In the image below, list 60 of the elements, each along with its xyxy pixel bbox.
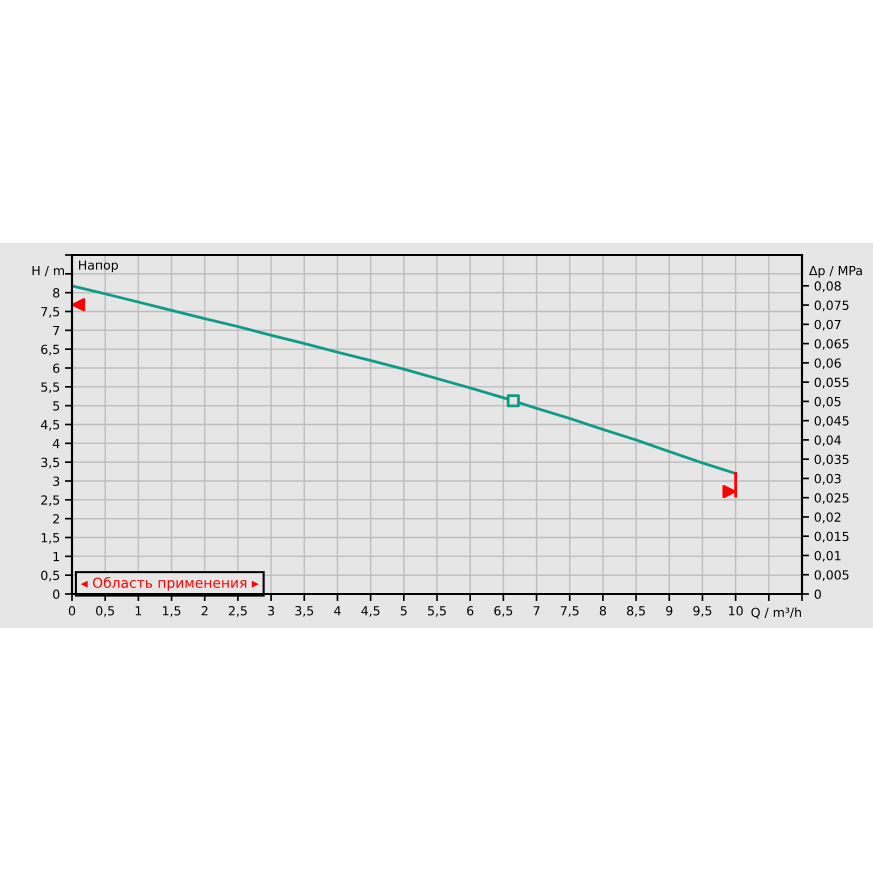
y-tick-label: 2,5: [41, 495, 60, 506]
y2-tick-label: 0: [814, 589, 821, 599]
y-tick-label: 2: [53, 514, 59, 524]
y2-tick-label: 0,01: [814, 550, 840, 562]
y-tick-label: 7,5: [41, 307, 60, 318]
y-tick-label: 6,5: [41, 344, 60, 356]
y-tick-label: 6: [53, 363, 60, 373]
y2-tick-label: 0,06: [814, 358, 841, 370]
x-tick-label: 0,5: [96, 606, 114, 617]
x-tick-label: 4,5: [361, 606, 380, 617]
y2-tick-label: 0,04: [814, 435, 841, 446]
x-axis-title: Q / m³/h: [751, 607, 801, 619]
y-tick-label: 8: [53, 288, 60, 298]
x-tick-label: 1,5: [162, 606, 180, 617]
y-axis-title: H / m: [32, 266, 64, 276]
y-tick-label: 4: [52, 438, 60, 448]
x-tick-label: 9,5: [693, 606, 712, 617]
x-tick-label: 8: [600, 606, 606, 616]
x-tick-label: 8,5: [627, 606, 645, 617]
x-tick-label: 3: [268, 606, 274, 616]
y-tick-label: 1: [54, 552, 60, 562]
annotation: Напор: [79, 260, 118, 272]
y2-tick-label: 0,045: [814, 416, 848, 427]
x-tick-label: 4: [334, 606, 341, 616]
x-tick-label: 5: [400, 606, 407, 616]
x-tick-label: 0: [68, 606, 76, 616]
y2-tick-label: 0,035: [814, 454, 848, 466]
y-tick-label: 5: [53, 401, 60, 411]
y2-tick-label: 0,055: [814, 378, 848, 388]
y2-tick-label: 0,02: [814, 512, 840, 524]
x-tick-label: 3,5: [295, 606, 314, 617]
x-tick-label: 7: [534, 606, 540, 616]
y2-tick-label: 0,015: [814, 532, 848, 542]
annotation: ◂ Область применения ▸: [80, 576, 259, 591]
y2-tick-label: 0,07: [814, 320, 841, 331]
y-tick-label: 4,5: [40, 420, 60, 431]
y-tick-label: 0,5: [41, 570, 60, 582]
y2-tick-label: 0,05: [814, 396, 841, 408]
x-tick-label: 9: [666, 606, 672, 616]
y2-axis-title: Δp / MPa: [809, 266, 862, 278]
y2-tick-label: 0,075: [814, 300, 848, 312]
y2-tick-label: 0,065: [814, 339, 848, 350]
x-tick-label: 1: [136, 606, 142, 616]
x-tick-label: 7,5: [560, 606, 579, 617]
y-tick-label: 3,5: [41, 458, 60, 468]
y-tick-label: 1,5: [42, 533, 60, 544]
y2-tick-label: 0,005: [814, 570, 848, 581]
x-tick-label: 2: [202, 606, 208, 616]
x-tick-label: 10: [729, 606, 743, 616]
x-tick-label: 2,5: [228, 606, 247, 617]
x-tick-label: 5,5: [428, 606, 446, 617]
y2-tick-label: 0,025: [814, 493, 848, 504]
x-tick-label: 6,5: [494, 606, 512, 617]
y-tick-label: 3: [53, 476, 60, 486]
x-tick-label: 6: [467, 606, 474, 616]
y-tick-label: 7: [53, 326, 60, 336]
y-tick-label: 0: [53, 589, 60, 599]
y2-tick-label: 0,03: [814, 474, 841, 485]
y2-tick-label: 0,08: [814, 281, 841, 292]
y-tick-label: 5,5: [41, 382, 60, 394]
